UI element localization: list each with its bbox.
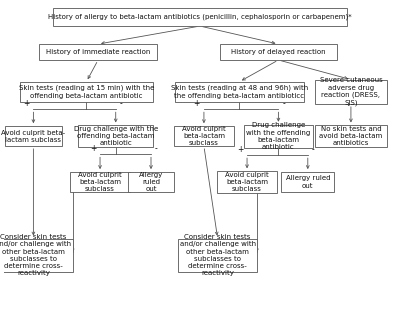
FancyBboxPatch shape [174,126,234,146]
Text: +: + [90,144,96,153]
FancyBboxPatch shape [70,172,130,192]
Text: -: - [155,144,158,153]
Text: Severe cutaneous
adverse drug
reaction (DRESS,
SJS): Severe cutaneous adverse drug reaction (… [320,77,382,106]
FancyBboxPatch shape [53,8,347,26]
Text: Consider skin tests
and/or challenge with
other beta-lactam
subclasses to
determ: Consider skin tests and/or challenge wit… [0,234,72,276]
FancyBboxPatch shape [0,239,73,272]
Text: No skin tests and
avoid beta-lactam
antibiotics: No skin tests and avoid beta-lactam anti… [319,126,382,146]
Text: -: - [312,145,314,154]
Text: Skin tests (reading at 48 and 96h) with
the offending beta-lactam antibioticc: Skin tests (reading at 48 and 96h) with … [170,85,308,99]
Text: Avoid culprit beta-
lactam subclass: Avoid culprit beta- lactam subclass [1,129,66,143]
FancyBboxPatch shape [244,125,313,148]
FancyBboxPatch shape [20,82,153,102]
FancyBboxPatch shape [315,80,387,104]
FancyBboxPatch shape [281,172,334,192]
Text: +: + [23,99,30,108]
Text: Consider skin tests
and/or challenge with
other beta-lactam
subclasses to
determ: Consider skin tests and/or challenge wit… [180,234,256,276]
Text: -: - [120,99,122,108]
FancyBboxPatch shape [315,125,387,147]
FancyBboxPatch shape [78,125,153,147]
Text: Avoid culprit
beta-lactam
subclass: Avoid culprit beta-lactam subclass [225,172,269,192]
Text: History of delayed reaction: History of delayed reaction [231,49,326,55]
Text: Avoid culprit
beta-lactam
subclass: Avoid culprit beta-lactam subclass [78,172,122,192]
FancyBboxPatch shape [5,126,62,146]
Text: +: + [194,99,200,108]
FancyBboxPatch shape [128,172,174,192]
FancyBboxPatch shape [217,171,278,193]
Text: Avoid culprit
beta-lactam
subclass: Avoid culprit beta-lactam subclass [182,126,226,146]
Text: Allergy
ruled
out: Allergy ruled out [139,172,163,192]
Text: History of immediate reaction: History of immediate reaction [46,49,150,55]
FancyBboxPatch shape [174,82,304,102]
FancyBboxPatch shape [178,239,257,272]
FancyBboxPatch shape [39,44,157,60]
Text: Skin tests (reading at 15 min) with the
offending beta-lactam antibiotic: Skin tests (reading at 15 min) with the … [19,85,154,99]
Text: -: - [282,99,285,108]
Text: History of allergy to beta-lactam antibiotics (penicillin, cephalosporin or carb: History of allergy to beta-lactam antibi… [48,14,352,20]
Text: Drug challenge with the
offending beta-lactam
antibiotic: Drug challenge with the offending beta-l… [74,126,158,146]
Text: Allergy ruled
out: Allergy ruled out [286,175,330,189]
Text: Drug challenge
with the offending
beta-lactam
antibiotic: Drug challenge with the offending beta-l… [246,122,310,150]
Text: +: + [237,145,243,154]
FancyBboxPatch shape [220,44,337,60]
